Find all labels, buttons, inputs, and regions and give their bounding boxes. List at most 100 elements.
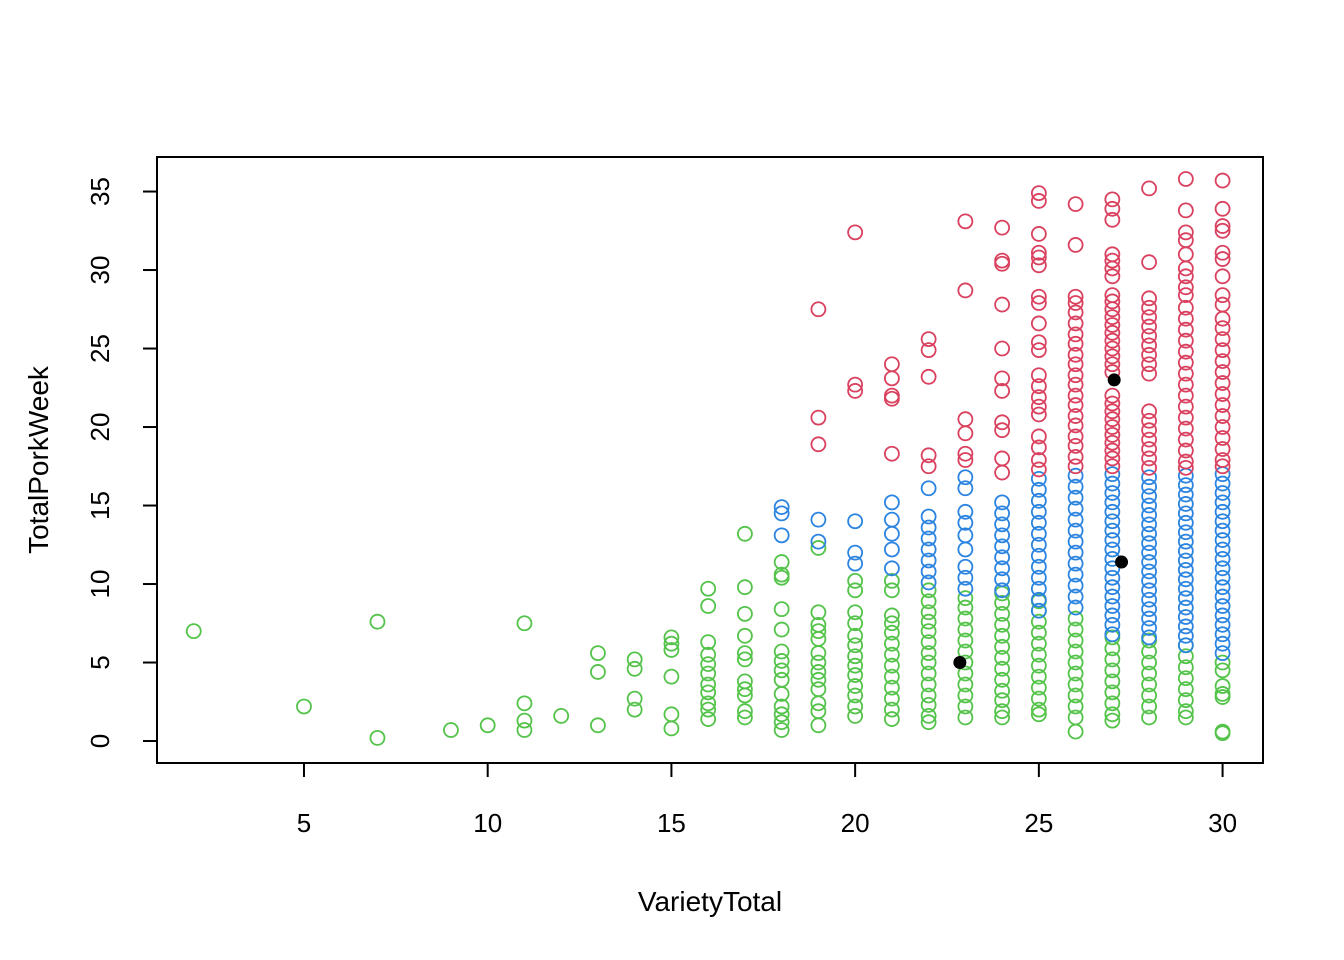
y-tick-label: 35 [85,177,115,206]
data-point [1214,494,1231,511]
data-point [1141,422,1157,439]
data-point [1141,516,1157,533]
data-point [1067,304,1084,321]
data-point [1177,552,1194,569]
data-point [1214,268,1231,285]
data-point [1030,315,1047,332]
data-point [994,709,1011,726]
data-point [1214,441,1231,457]
data-point [883,390,900,407]
data-point [296,698,312,715]
data-point [883,525,900,542]
data-point [957,503,974,520]
data-point [1067,687,1084,704]
data-point [1141,591,1157,608]
data-point [920,342,937,359]
data-point [1067,458,1084,475]
data-point [737,651,753,668]
data-point [1104,494,1121,511]
data-point [1104,268,1121,285]
center-point [953,656,967,670]
data-point [1214,475,1231,492]
data-point [1141,620,1157,636]
data-point [1177,486,1194,503]
data-point [957,590,974,607]
data-point [1141,469,1157,486]
data-point [1104,317,1121,333]
data-point [994,422,1011,439]
data-point [663,720,680,737]
data-point [847,708,864,724]
data-point [1177,580,1194,597]
data-point [1141,544,1157,561]
data-point [1104,450,1121,467]
data-point [920,447,937,464]
data-point [1214,397,1231,413]
x-tick-label: 20 [841,808,870,838]
data-point [883,560,900,577]
data-point [1067,698,1084,715]
data-point [994,464,1011,481]
data-point [1104,301,1121,318]
data-point [883,494,900,511]
data-point [773,714,790,731]
data-point [1030,244,1047,261]
data-point [1067,489,1084,506]
data-point [516,722,533,738]
data-point [1177,420,1194,437]
data-point [1104,588,1121,605]
data-point [994,605,1011,622]
data-point [663,668,680,685]
data-point [1141,290,1157,307]
data-point [994,370,1011,387]
data-point [1177,279,1194,296]
data-point [1067,417,1084,434]
data-point [810,540,827,556]
data-point [1214,588,1231,605]
data-point [957,610,974,627]
data-point [883,370,900,387]
data-point [1141,709,1157,726]
data-point [883,711,900,727]
data-point [883,624,900,641]
data-point [1214,626,1231,643]
data-point [1141,403,1157,420]
data-point [1067,346,1084,363]
data-point [883,387,900,404]
data-point [1067,356,1084,373]
data-point [1214,678,1231,694]
data-point [516,615,533,632]
data-point [957,676,974,693]
data-point [994,616,1011,633]
data-point [1141,431,1157,448]
data-point [1214,452,1231,468]
data-point [1030,481,1047,498]
data-point [1067,621,1084,638]
data-point [1104,673,1121,690]
data-point [1141,309,1157,326]
data-point [1141,356,1157,373]
data-point [1177,299,1194,316]
data-point [1214,419,1231,435]
data-point [1177,202,1194,219]
data-point [920,458,937,475]
center-point [1107,373,1121,387]
data-point [810,533,827,550]
data-point [920,676,937,693]
data-point [847,698,864,715]
data-point [1030,635,1047,652]
data-point [1067,632,1084,649]
y-tick-label: 20 [85,413,115,442]
data-point [1141,459,1157,476]
data-point [1104,309,1121,326]
data-point [1104,695,1121,712]
data-point [590,645,606,662]
data-point [1214,386,1231,402]
data-point [957,469,974,486]
data-point [1141,665,1157,682]
data-point [1104,579,1121,596]
data-point [1214,522,1231,539]
data-point [1067,295,1084,311]
data-point [1214,244,1231,261]
data-point [1030,334,1047,351]
